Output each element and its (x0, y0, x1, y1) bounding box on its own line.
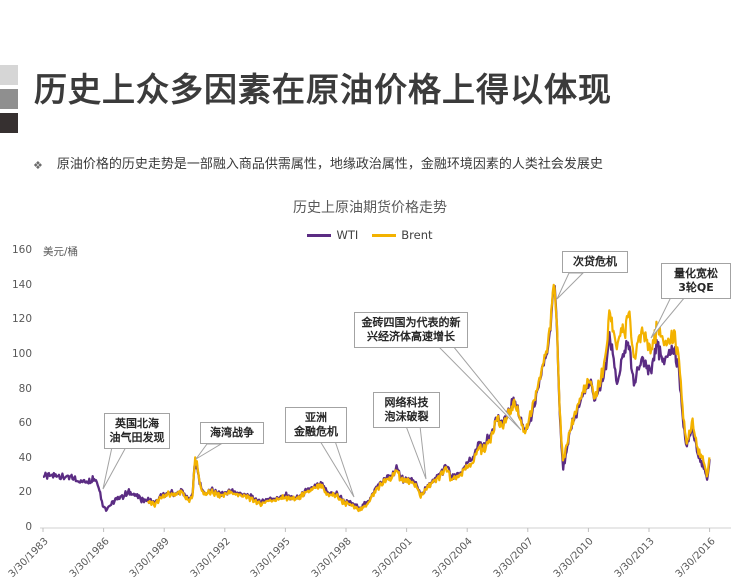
annotation-qe-rounds: 量化宽松 3轮QE (661, 263, 731, 299)
annotation-asian-financial-crisis: 亚洲 金融危机 (285, 407, 347, 443)
y-axis-label: 100 (11, 347, 32, 360)
y-axis-label: 120 (11, 313, 32, 326)
annotation-gulf-war: 海湾战争 (200, 422, 264, 444)
wti-line-swatch-icon (307, 233, 332, 237)
diamond-bullet-icon: ❖ (33, 159, 43, 172)
decorative-square-light (0, 65, 18, 85)
annotation-dotcom-bubble: 网络科技 泡沫破裂 (373, 392, 440, 428)
y-axis-label: 140 (11, 278, 32, 291)
callout-pointer-gulf-war (195, 443, 223, 460)
page-title: 历史上众多因素在原油价格上得以体现 (34, 70, 612, 109)
decorative-square-medium (0, 89, 18, 109)
y-axis-label: 40 (18, 451, 32, 464)
legend-item-wti: WTI (307, 228, 358, 242)
callout-pointer-qe (650, 296, 687, 339)
annotation-subprime-crisis: 次贷危机 (562, 251, 628, 273)
chart-legend: WTI Brent (0, 228, 740, 242)
legend-label-brent: Brent (401, 228, 433, 242)
bullet-row: ❖ 原油价格的历史走势是一部融入商品供需属性，地缘政治属性，金融环境因素的人类社… (33, 157, 728, 174)
annotation-bric-growth: 金砖四国为代表的新 兴经济体高速增长 (354, 312, 468, 348)
y-axis-label: 80 (18, 382, 32, 395)
annotation-uk-north-sea: 英国北海 油气田发现 (104, 413, 170, 449)
y-axis-unit-label: 美元/桶 (43, 246, 79, 258)
y-axis-label: 20 (18, 486, 32, 499)
chart-title: 历史上原油期货价格走势 (293, 200, 447, 216)
y-axis-label: 60 (18, 417, 32, 430)
callout-pointer-bric (436, 345, 522, 431)
y-axis-label: 0 (25, 521, 32, 533)
decorative-square-dark (0, 113, 18, 133)
callout-pointer-subprime (556, 272, 585, 300)
callout-pointer-dotcom (405, 425, 427, 480)
bullet-text: 原油价格的历史走势是一部融入商品供需属性，地缘政治属性，金融环境因素的人类社会发… (56, 157, 603, 172)
legend-item-brent: Brent (372, 228, 433, 242)
brent-line-swatch-icon (372, 233, 397, 237)
y-axis-label: 160 (11, 244, 32, 256)
legend-label-wti: WTI (336, 228, 359, 242)
brent-price-line (147, 283, 711, 513)
callout-pointer-uk-north-sea (102, 446, 127, 490)
